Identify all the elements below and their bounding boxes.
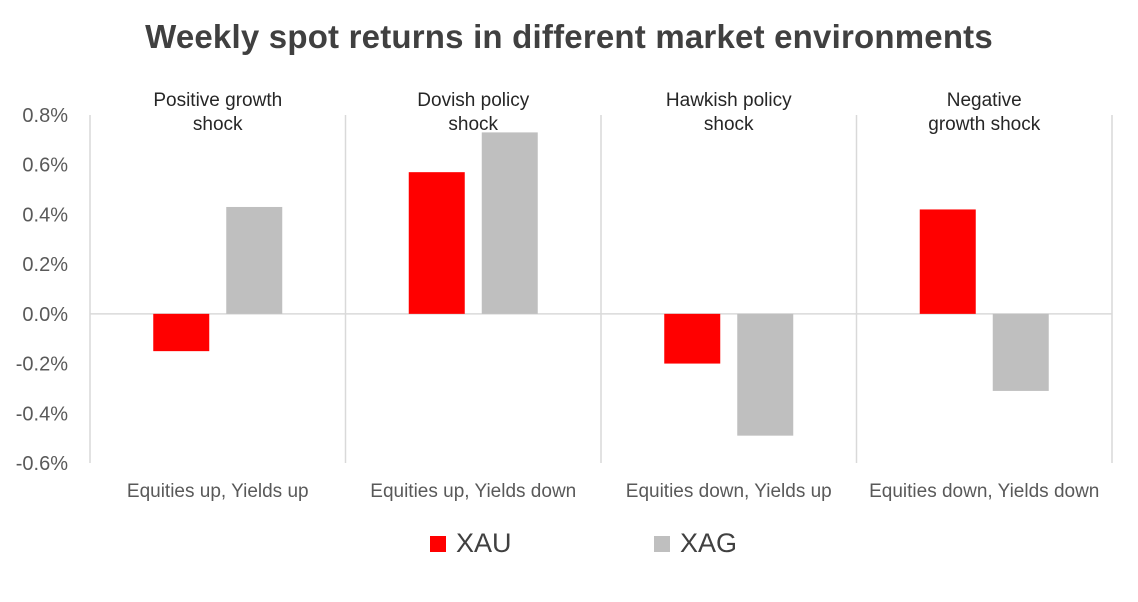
y-tick-label: -0.6%: [16, 453, 68, 475]
bar-xag: [226, 206, 283, 314]
chart-title: Weekly spot returns in different market …: [145, 18, 993, 55]
panel-label: Hawkish policy shock: [666, 90, 792, 135]
y-tick-label: 0.2%: [22, 254, 68, 276]
y-tick-label: 0.8%: [22, 105, 68, 127]
bar-xag: [481, 132, 538, 314]
legend-item-xag: XAG: [654, 528, 737, 559]
legend-item-xau: XAU: [430, 528, 512, 559]
panel-label: Positive growth shock: [153, 90, 282, 135]
bar-xau: [153, 313, 210, 352]
panel-label: Negative growth shock: [928, 90, 1040, 135]
x-tick-label: Equities up, Yields down: [370, 481, 576, 502]
y-tick-label: -0.4%: [16, 403, 68, 425]
panel-label: Dovish policy shock: [417, 90, 529, 135]
bar-xau: [408, 172, 465, 314]
y-tick-label: 0.6%: [22, 155, 68, 177]
bar-xag: [992, 313, 1049, 391]
chart-legend: XAU XAG: [0, 528, 1138, 568]
x-tick-label: Equities down, Yields down: [869, 481, 1099, 502]
x-tick-label: Equities up, Yields up: [127, 481, 309, 502]
y-tick-label: 0.4%: [22, 204, 68, 226]
y-tick-label: -0.2%: [16, 354, 68, 376]
x-tick-label: Equities down, Yields up: [626, 481, 832, 502]
legend-label-xau: XAU: [456, 528, 512, 558]
bar-xau: [664, 313, 721, 364]
legend-swatch-xag: [654, 535, 670, 552]
y-tick-label: 0.0%: [22, 304, 68, 326]
legend-swatch-xau: [430, 535, 446, 552]
bar-xau: [919, 209, 976, 314]
bar-xag: [737, 313, 794, 436]
legend-label-xag: XAG: [680, 528, 738, 558]
